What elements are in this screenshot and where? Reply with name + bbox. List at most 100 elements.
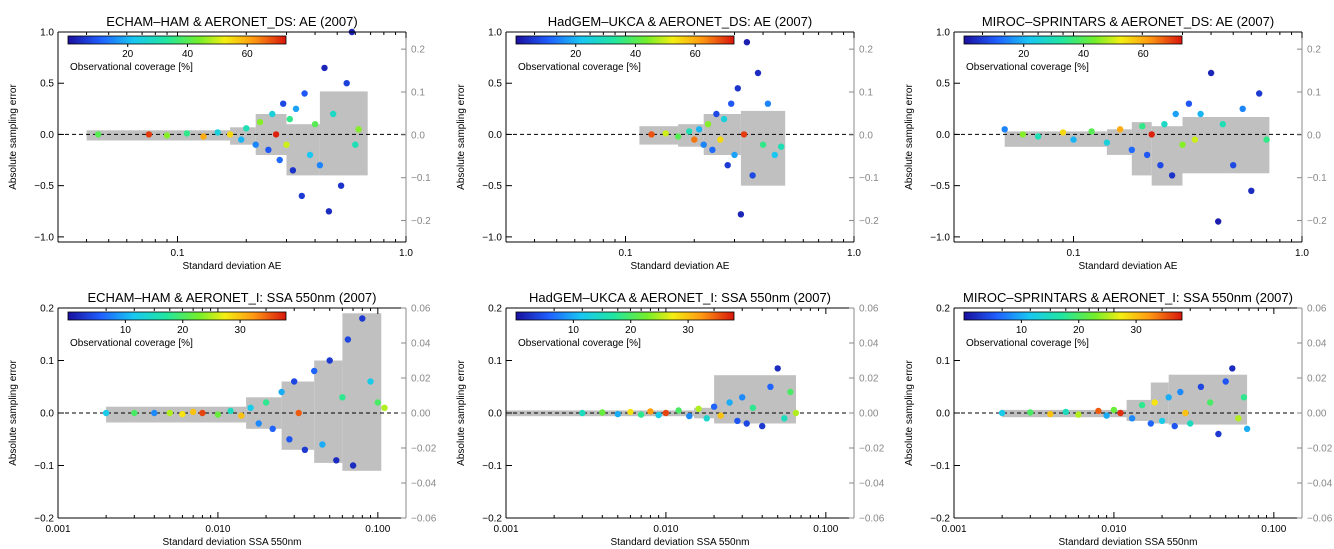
- data-point: [298, 192, 305, 200]
- x-tick-label: 0.001: [45, 524, 70, 535]
- colorbar: [515, 311, 735, 321]
- data-point: [330, 110, 337, 118]
- data-point: [754, 69, 762, 77]
- y2-tick-label: 0.06: [859, 304, 879, 315]
- data-point: [337, 182, 345, 189]
- y2-tick-label: −0.02: [411, 444, 437, 455]
- colorbar-tick-label: 10: [568, 325, 580, 336]
- data-point: [704, 121, 712, 128]
- y-tick-label: 1.0: [488, 28, 502, 39]
- uncertainty-box-1: [106, 406, 246, 423]
- y-tick-label: −0.1: [930, 461, 950, 472]
- data-point: [283, 141, 290, 148]
- data-point: [1256, 90, 1263, 97]
- data-point: [252, 141, 259, 148]
- y2-tick-label: 0.0: [859, 130, 873, 141]
- y-tick-label: 0.0: [936, 409, 950, 420]
- data-point: [265, 146, 272, 153]
- x-tick-label: 1.0: [399, 248, 413, 259]
- data-point: [1001, 126, 1008, 133]
- data-point: [321, 64, 328, 72]
- data-point: [1179, 141, 1186, 148]
- data-point: [695, 126, 703, 133]
- y2-tick-label: 0.02: [859, 374, 879, 385]
- data-point: [247, 404, 254, 411]
- x-tick-label: 0.001: [941, 524, 966, 535]
- x-axis-label: Standard deviation AE: [1079, 261, 1178, 272]
- y2-tick-label: −0.06: [1307, 514, 1333, 525]
- y-tick-label: −0.5: [34, 181, 54, 192]
- data-point: [278, 388, 285, 396]
- chart-panel-2: 0.1 1.0 −1.0 −0.5 0.0 0.5 1.0 −0.2 −0.1 0.0 0.1 0.2…: [456, 14, 879, 272]
- data-point: [749, 172, 756, 179]
- data-point: [102, 409, 110, 417]
- data-point: [1229, 365, 1236, 372]
- uncertainty-box-4: [286, 124, 320, 176]
- data-point: [774, 365, 781, 372]
- data-point: [743, 420, 750, 427]
- x-axis-label: Standard deviation SSA 550nm: [1059, 537, 1198, 548]
- chart-panel-4: 0.001 0.010 0.100 −0.2 −0.1 0.0 0.1 0.2 −0.06 −0.…: [8, 290, 437, 548]
- data-point: [262, 399, 270, 406]
- data-point: [1128, 415, 1136, 422]
- y2-tick-label: −0.04: [859, 479, 885, 490]
- data-point: [709, 146, 716, 153]
- y2-tick-label: 0.00: [1307, 409, 1327, 420]
- colorbar-tick-label: 20: [1073, 325, 1085, 336]
- uncertainty-box-1: [86, 130, 231, 141]
- data-point: [325, 208, 333, 215]
- data-point: [189, 408, 197, 416]
- data-point: [326, 357, 333, 364]
- colorbar-tick-label: 10: [120, 325, 132, 336]
- data-point: [1117, 409, 1124, 417]
- uncertainty-box-2: [230, 127, 256, 145]
- data-point: [737, 211, 745, 218]
- data-point: [1095, 407, 1102, 415]
- y-tick-label: 0.2: [936, 304, 950, 315]
- data-point: [1034, 133, 1042, 140]
- data-point: [344, 336, 352, 343]
- colorbar-tick-label: 40: [630, 49, 642, 60]
- y-tick-label: 1.0: [936, 28, 950, 39]
- data-point: [1088, 128, 1095, 135]
- data-point: [374, 399, 381, 406]
- x-tick-label: 0.1: [171, 248, 185, 259]
- x-tick-label: 0.010: [205, 524, 230, 535]
- y-tick-label: −0.5: [482, 181, 502, 192]
- data-point: [686, 412, 693, 420]
- colorbar-tick-label: 40: [182, 49, 194, 60]
- y2-tick-label: −0.02: [1307, 444, 1333, 455]
- uncertainty-box-1: [639, 126, 679, 145]
- data-point: [734, 85, 741, 92]
- x-tick-label: 0.1: [1067, 248, 1081, 259]
- data-point: [749, 404, 757, 411]
- data-point: [764, 100, 772, 107]
- x-axis-label: Standard deviation SSA 550nm: [163, 537, 302, 548]
- y-tick-label: 0.0: [40, 130, 54, 141]
- colorbar-label: Observational coverage [%]: [70, 338, 193, 349]
- colorbar-tick-label: 20: [570, 49, 582, 60]
- data-point: [352, 141, 359, 148]
- data-point: [695, 405, 702, 412]
- y-tick-label: −0.5: [930, 181, 950, 192]
- data-point: [767, 383, 774, 390]
- data-point: [1103, 139, 1111, 146]
- data-point: [289, 167, 297, 174]
- y2-tick-label: −0.06: [411, 514, 437, 525]
- data-point: [792, 409, 800, 417]
- uncertainty-box-4: [1151, 126, 1183, 186]
- y-tick-label: −0.2: [930, 514, 950, 525]
- uncertainty-box-3: [1131, 122, 1152, 176]
- data-point: [731, 151, 738, 159]
- x-axis-label: Standard deviation SSA 550nm: [611, 537, 750, 548]
- y2-tick-label: −0.04: [1307, 479, 1333, 490]
- x-tick-label: 0.001: [493, 524, 518, 535]
- data-point: [151, 409, 158, 417]
- y-tick-label: 0.0: [40, 409, 54, 420]
- uncertainty-box-4: [1168, 374, 1248, 425]
- y2-tick-label: 0.0: [411, 130, 425, 141]
- data-point: [1235, 415, 1242, 422]
- data-point: [614, 410, 621, 418]
- colorbar-label: Observational coverage [%]: [966, 338, 1089, 349]
